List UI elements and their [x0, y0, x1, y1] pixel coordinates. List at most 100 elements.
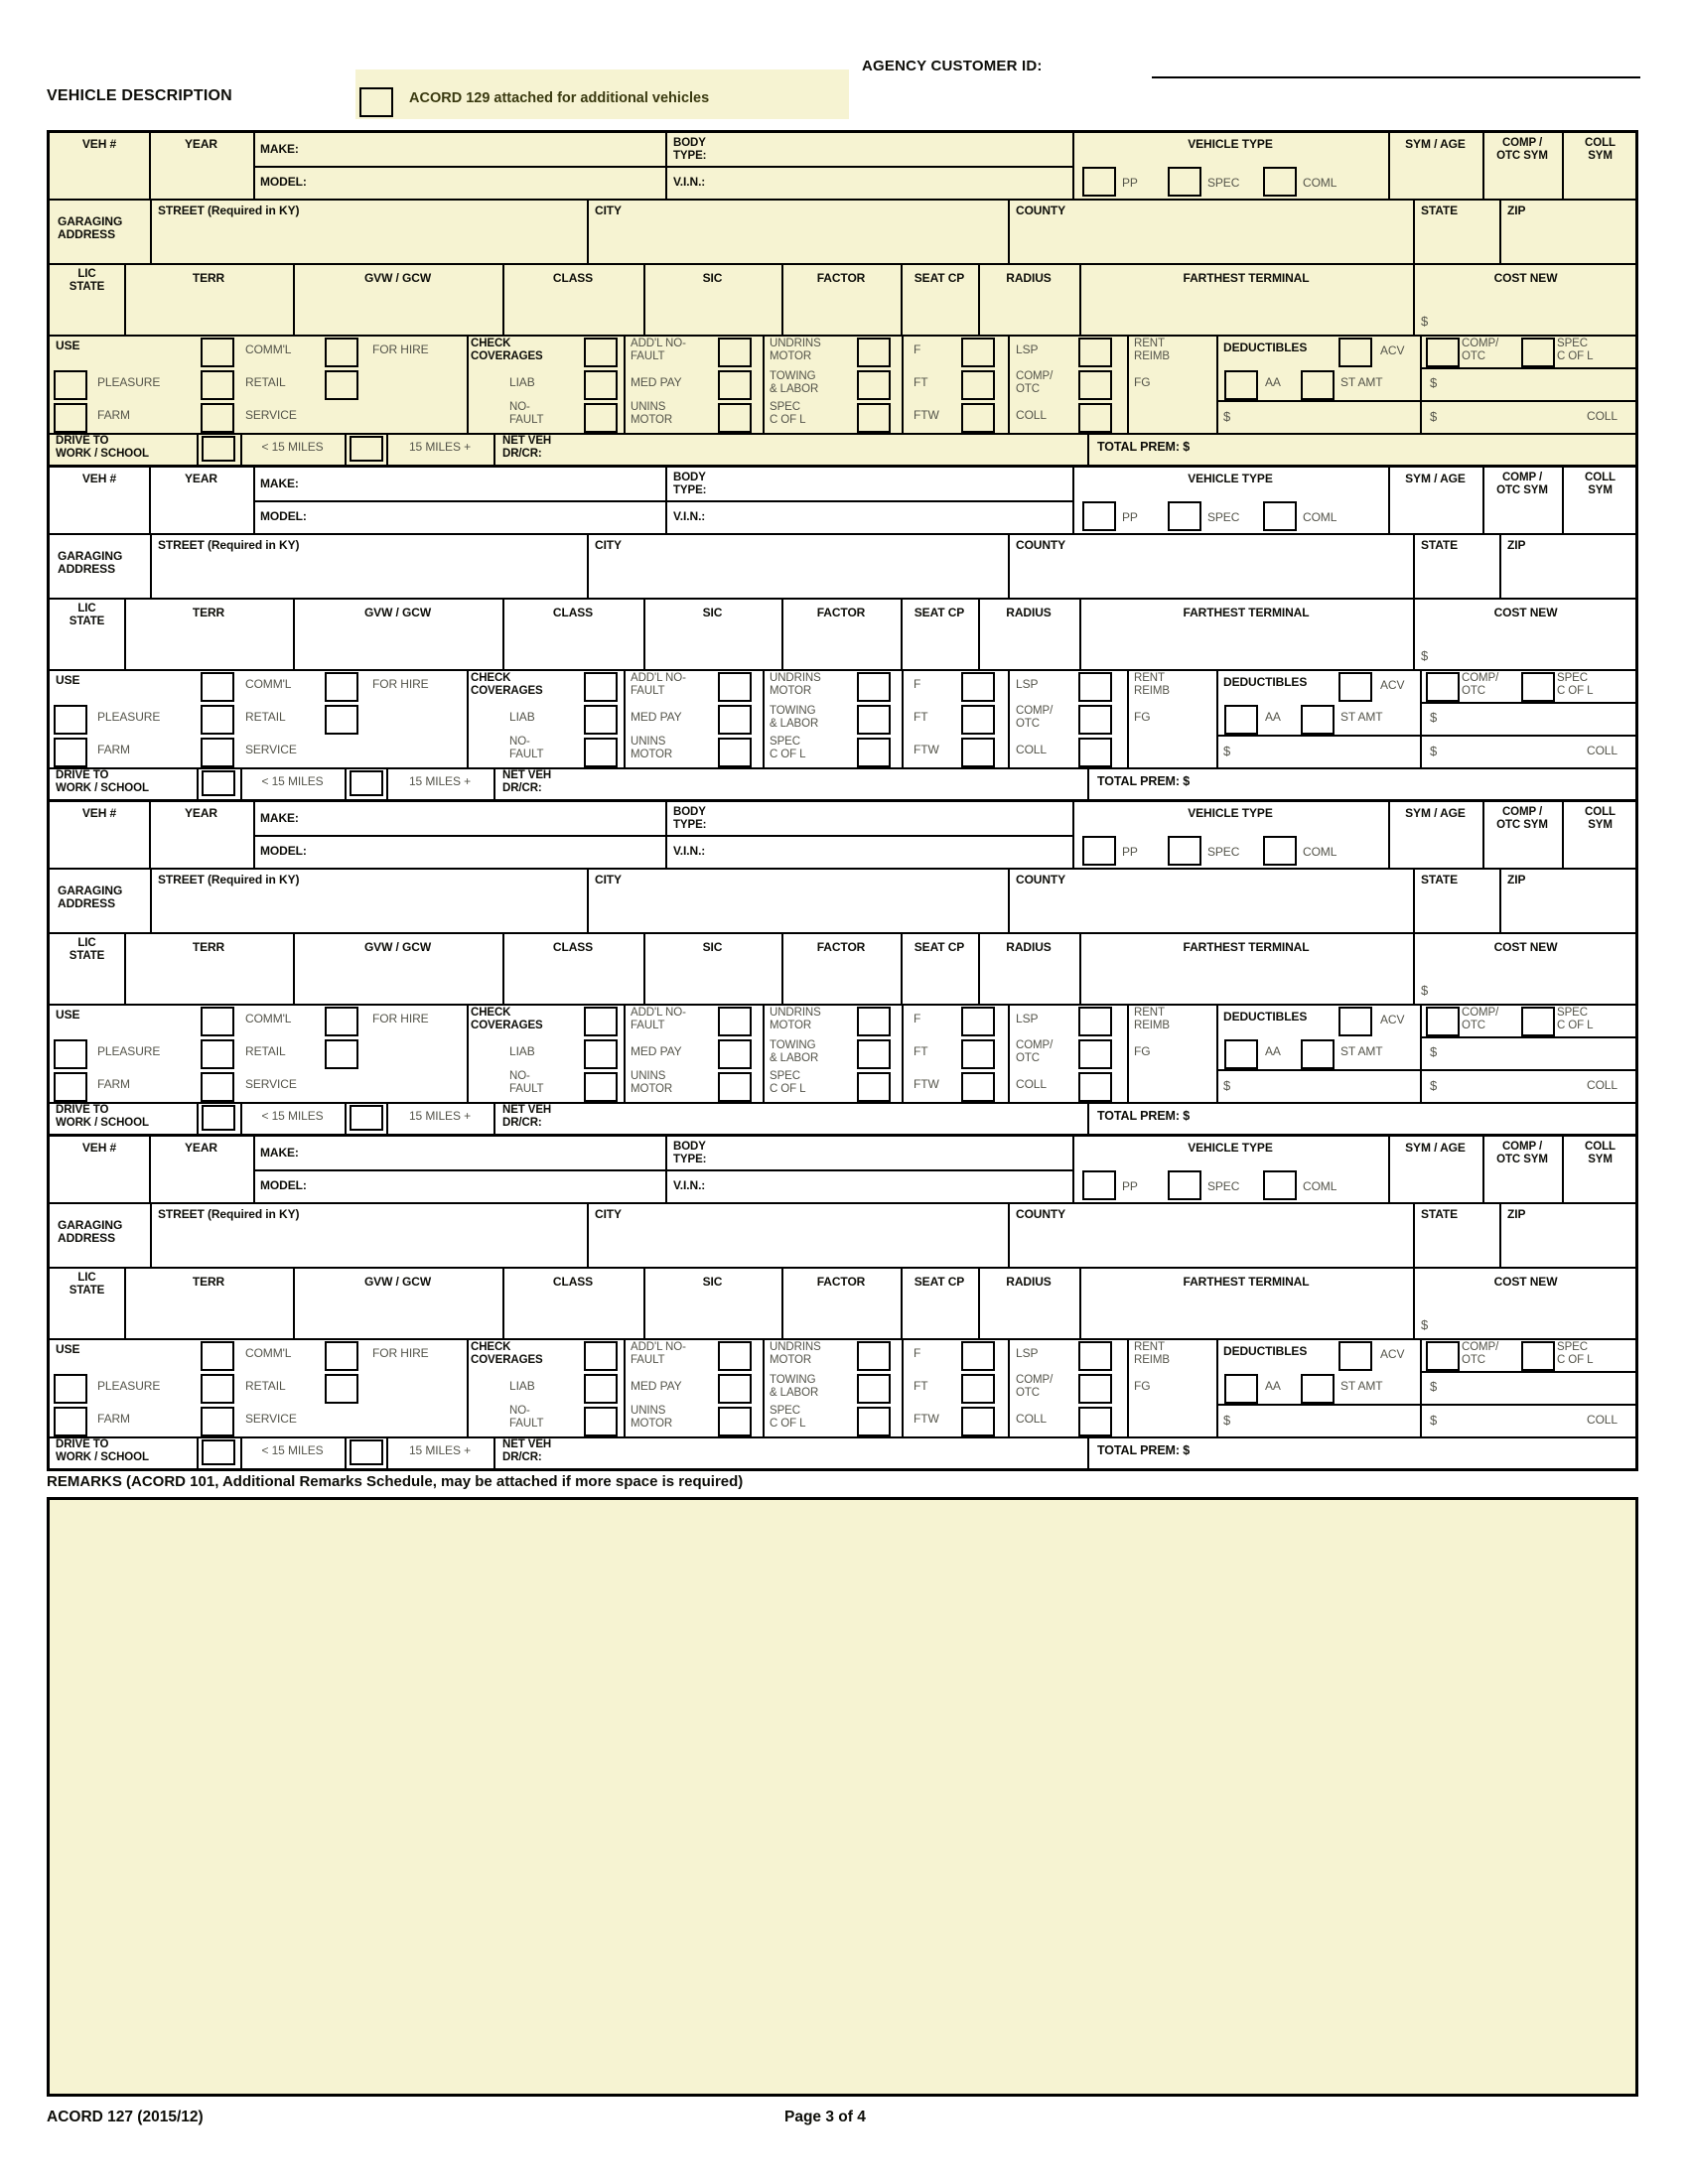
aa-checkbox[interactable]: [1224, 1374, 1258, 1404]
deductible-spec-c-of-l-checkbox[interactable]: [1521, 1007, 1555, 1036]
ft-checkbox[interactable]: [961, 1374, 995, 1404]
lsp-checkbox[interactable]: [1078, 1007, 1112, 1036]
st-amt-checkbox[interactable]: [1301, 1374, 1335, 1404]
acord129-checkbox[interactable]: [359, 87, 393, 117]
check-coverages-checkbox[interactable]: [584, 1007, 618, 1036]
addl-no-fault-checkbox[interactable]: [718, 338, 752, 367]
for-hire-checkbox-2[interactable]: [325, 705, 358, 735]
farm-checkbox[interactable]: [54, 1072, 87, 1102]
liab-checkbox[interactable]: [584, 1039, 618, 1069]
ft-checkbox[interactable]: [961, 705, 995, 735]
retail-checkbox[interactable]: [201, 1374, 234, 1404]
undrins-motor-checkbox[interactable]: [857, 1341, 891, 1371]
addl-no-fault-checkbox[interactable]: [718, 672, 752, 702]
liab-checkbox[interactable]: [584, 370, 618, 400]
15-miles-plus-checkbox[interactable]: [350, 1439, 383, 1465]
spec-c-of-l-checkbox[interactable]: [857, 738, 891, 767]
unins-motor-checkbox[interactable]: [718, 403, 752, 433]
pleasure-checkbox[interactable]: [54, 1039, 87, 1069]
deductible-spec-c-of-l-checkbox[interactable]: [1521, 672, 1555, 702]
check-coverages-checkbox[interactable]: [584, 338, 618, 367]
spec-checkbox[interactable]: [1168, 836, 1201, 866]
towing-labor-checkbox[interactable]: [857, 1039, 891, 1069]
farm-checkbox[interactable]: [54, 1407, 87, 1436]
pp-checkbox[interactable]: [1082, 836, 1116, 866]
lsp-checkbox[interactable]: [1078, 672, 1112, 702]
deductible-comp-otc-checkbox[interactable]: [1426, 672, 1460, 702]
service-checkbox[interactable]: [201, 1072, 234, 1102]
spec-c-of-l-checkbox[interactable]: [857, 1072, 891, 1102]
st-amt-checkbox[interactable]: [1301, 370, 1335, 400]
med-pay-checkbox[interactable]: [718, 1039, 752, 1069]
spec-checkbox[interactable]: [1168, 501, 1201, 531]
retail-checkbox[interactable]: [201, 370, 234, 400]
15-miles-plus-checkbox[interactable]: [350, 1105, 383, 1131]
no-fault-checkbox[interactable]: [584, 403, 618, 433]
towing-labor-checkbox[interactable]: [857, 705, 891, 735]
for-hire-checkbox[interactable]: [325, 672, 358, 702]
undrins-motor-checkbox[interactable]: [857, 672, 891, 702]
lt-15-miles-checkbox[interactable]: [202, 770, 235, 796]
no-fault-checkbox[interactable]: [584, 738, 618, 767]
unins-motor-checkbox[interactable]: [718, 1072, 752, 1102]
lsp-checkbox[interactable]: [1078, 338, 1112, 367]
deductible-comp-otc-checkbox[interactable]: [1426, 1007, 1460, 1036]
addl-no-fault-checkbox[interactable]: [718, 1341, 752, 1371]
comml-checkbox[interactable]: [201, 672, 234, 702]
for-hire-checkbox[interactable]: [325, 1007, 358, 1036]
deductible-spec-c-of-l-checkbox[interactable]: [1521, 1341, 1555, 1371]
towing-labor-checkbox[interactable]: [857, 1374, 891, 1404]
service-checkbox[interactable]: [201, 738, 234, 767]
deductible-comp-otc-checkbox[interactable]: [1426, 338, 1460, 367]
coll-checkbox[interactable]: [1078, 1407, 1112, 1436]
pleasure-checkbox[interactable]: [54, 1374, 87, 1404]
ftw-checkbox[interactable]: [961, 738, 995, 767]
acv-checkbox[interactable]: [1338, 672, 1372, 702]
f-checkbox[interactable]: [961, 1007, 995, 1036]
pp-checkbox[interactable]: [1082, 501, 1116, 531]
comp-otc-checkbox[interactable]: [1078, 1039, 1112, 1069]
med-pay-checkbox[interactable]: [718, 370, 752, 400]
spec-c-of-l-checkbox[interactable]: [857, 403, 891, 433]
ftw-checkbox[interactable]: [961, 1072, 995, 1102]
liab-checkbox[interactable]: [584, 1374, 618, 1404]
spec-c-of-l-checkbox[interactable]: [857, 1407, 891, 1436]
unins-motor-checkbox[interactable]: [718, 738, 752, 767]
for-hire-checkbox-2[interactable]: [325, 1374, 358, 1404]
addl-no-fault-checkbox[interactable]: [718, 1007, 752, 1036]
coml-checkbox[interactable]: [1263, 1170, 1297, 1200]
comml-checkbox[interactable]: [201, 338, 234, 367]
retail-checkbox[interactable]: [201, 1039, 234, 1069]
acv-checkbox[interactable]: [1338, 1341, 1372, 1371]
pleasure-checkbox[interactable]: [54, 705, 87, 735]
aa-checkbox[interactable]: [1224, 1039, 1258, 1069]
farm-checkbox[interactable]: [54, 403, 87, 433]
liab-checkbox[interactable]: [584, 705, 618, 735]
aa-checkbox[interactable]: [1224, 370, 1258, 400]
st-amt-checkbox[interactable]: [1301, 705, 1335, 735]
f-checkbox[interactable]: [961, 1341, 995, 1371]
undrins-motor-checkbox[interactable]: [857, 338, 891, 367]
coml-checkbox[interactable]: [1263, 836, 1297, 866]
farm-checkbox[interactable]: [54, 738, 87, 767]
coll-checkbox[interactable]: [1078, 403, 1112, 433]
comp-otc-checkbox[interactable]: [1078, 370, 1112, 400]
pleasure-checkbox[interactable]: [54, 370, 87, 400]
comml-checkbox[interactable]: [201, 1007, 234, 1036]
comp-otc-checkbox[interactable]: [1078, 1374, 1112, 1404]
service-checkbox[interactable]: [201, 1407, 234, 1436]
for-hire-checkbox-2[interactable]: [325, 1039, 358, 1069]
check-coverages-checkbox[interactable]: [584, 1341, 618, 1371]
ft-checkbox[interactable]: [961, 370, 995, 400]
coll-checkbox[interactable]: [1078, 1072, 1112, 1102]
acv-checkbox[interactable]: [1338, 338, 1372, 367]
deductible-spec-c-of-l-checkbox[interactable]: [1521, 338, 1555, 367]
acv-checkbox[interactable]: [1338, 1007, 1372, 1036]
med-pay-checkbox[interactable]: [718, 1374, 752, 1404]
remarks-box[interactable]: [47, 1497, 1638, 2097]
lt-15-miles-checkbox[interactable]: [202, 436, 235, 462]
for-hire-checkbox[interactable]: [325, 1341, 358, 1371]
15-miles-plus-checkbox[interactable]: [350, 436, 383, 462]
undrins-motor-checkbox[interactable]: [857, 1007, 891, 1036]
no-fault-checkbox[interactable]: [584, 1072, 618, 1102]
